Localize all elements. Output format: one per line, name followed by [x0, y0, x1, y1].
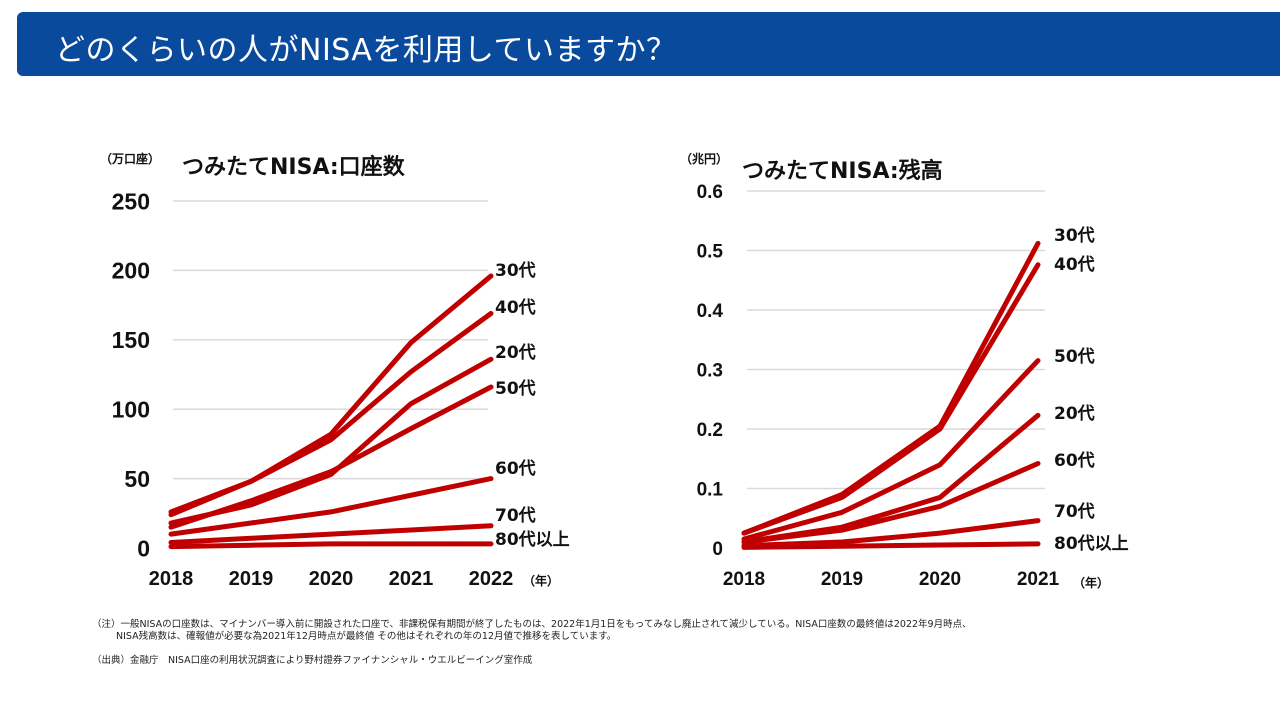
x-tick-label: 2019 [821, 569, 863, 590]
series-label: 50代 [1054, 346, 1095, 367]
x-tick-label: 2018 [723, 569, 765, 590]
series-line [171, 387, 491, 527]
chart-title: つみたてNISA:口座数 [182, 154, 406, 180]
series-label: 70代 [1054, 501, 1095, 522]
series-line [744, 544, 1038, 548]
x-tick-label: 2018 [149, 568, 194, 590]
y-tick-label: 0.3 [697, 360, 723, 381]
y-tick-label: 200 [112, 258, 150, 284]
y-tick-label: 50 [124, 466, 150, 492]
y-tick-label: 0.4 [697, 301, 724, 322]
y-tick-label: 0.6 [697, 182, 723, 203]
note-line-2: NISA残高数は、確報値が必要な為2021年12月時点が最終値 その他はそれぞれ… [116, 631, 616, 643]
series-line [744, 265, 1038, 533]
series-label: 50代 [495, 378, 536, 399]
chart-accounts: 0 50 100 150 200 250 2018 2019 2020 2021 2022 （万口座）… [90, 140, 590, 600]
source-note: （出典）金融庁 NISA口座の利用状況調査により野村證券ファイナンシャル・ウエル… [92, 655, 532, 667]
series-label: 20代 [495, 342, 536, 363]
series-label: 60代 [1054, 450, 1095, 471]
x-unit-label: （年） [523, 573, 559, 588]
header-bar: どのくらいの人がNISAを利用していますか？ [17, 12, 1280, 76]
y-tick-label: 100 [112, 396, 150, 422]
series-label: 30代 [1054, 225, 1095, 246]
page-title: どのくらいの人がNISAを利用していますか？ [55, 25, 677, 69]
y-unit-label: （万口座） [100, 151, 160, 166]
x-tick-label: 2021 [1017, 569, 1060, 590]
x-tick-label: 2020 [919, 569, 961, 590]
y-tick-label: 0.2 [697, 420, 723, 441]
y-tick-label: 0 [712, 539, 723, 560]
x-tick-label: 2022 [469, 568, 514, 590]
y-unit-label: （兆円） [680, 151, 728, 166]
series-line [744, 464, 1038, 543]
series-line [744, 415, 1038, 542]
x-tick-label: 2020 [309, 568, 354, 590]
x-tick-label: 2021 [389, 568, 434, 590]
y-tick-label: 0.5 [697, 241, 724, 262]
chart-title: つみたてNISA:残高 [742, 158, 943, 184]
series-label: 20代 [1054, 403, 1095, 424]
y-tick-label: 0.1 [697, 479, 724, 500]
series-label: 60代 [495, 458, 536, 479]
series-label: 40代 [495, 297, 536, 318]
series-label: 80代以上 [1054, 533, 1129, 554]
series-line [171, 544, 491, 547]
x-tick-label: 2019 [229, 568, 274, 590]
series-label: 80代以上 [495, 529, 570, 550]
x-unit-label: （年） [1073, 575, 1109, 590]
note-line-1: （注）一般NISAの口座数は、マイナンバー導入前に開設された口座で、非課税保有期… [92, 619, 972, 631]
y-tick-label: 0 [137, 535, 150, 561]
y-tick-label: 150 [112, 327, 150, 353]
chart-balance: 0 0.1 0.2 0.3 0.4 0.5 0.6 2018 2019 2020 2021 （兆円） （… [670, 140, 1170, 600]
series-label: 70代 [495, 505, 536, 526]
series-label: 30代 [495, 260, 536, 281]
series-label: 40代 [1054, 254, 1095, 275]
y-tick-label: 250 [112, 188, 150, 214]
